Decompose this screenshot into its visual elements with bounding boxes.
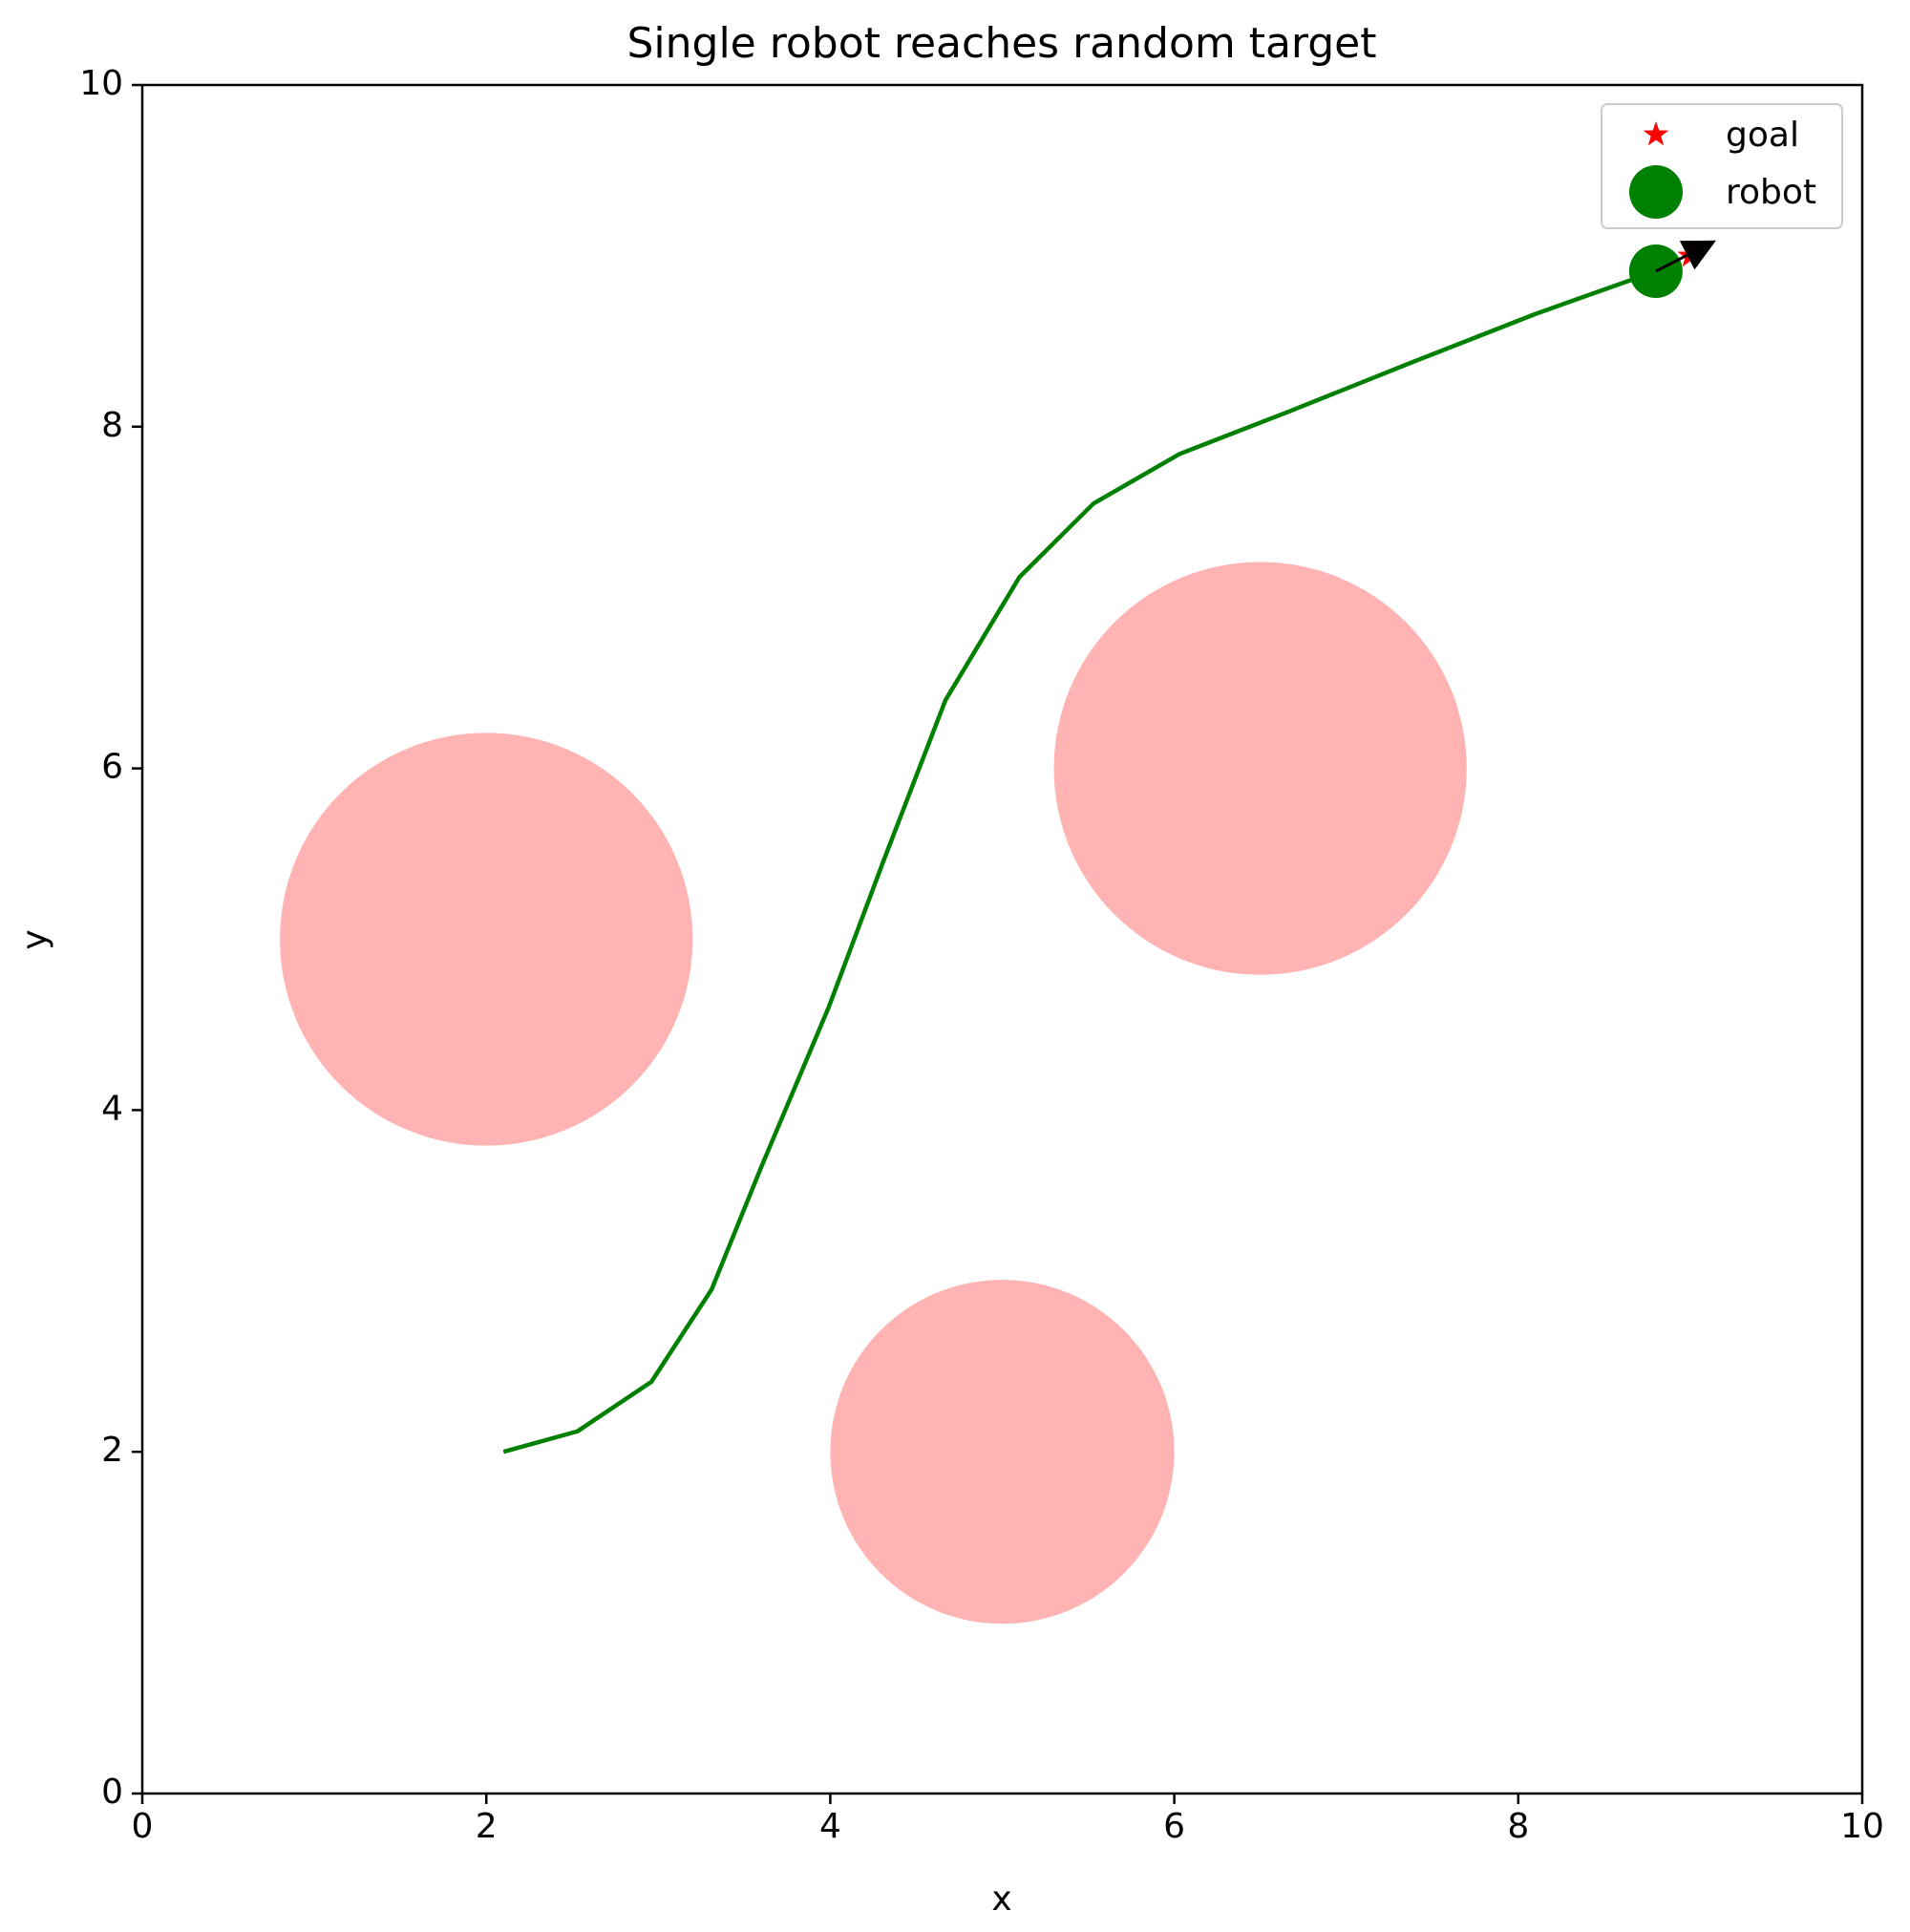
obstacle bbox=[1053, 562, 1467, 975]
y-tick-label: 4 bbox=[101, 1089, 123, 1128]
x-tick-label: 8 bbox=[1507, 1807, 1529, 1846]
obstacle bbox=[280, 732, 693, 1146]
x-tick-label: 10 bbox=[1840, 1807, 1884, 1846]
legend-robot-marker bbox=[1629, 165, 1683, 219]
x-tick-label: 0 bbox=[132, 1807, 154, 1846]
legend-label: robot bbox=[1726, 173, 1816, 212]
y-tick-label: 6 bbox=[101, 748, 123, 787]
x-tick-label: 4 bbox=[819, 1807, 841, 1846]
y-axis-label: y bbox=[15, 929, 54, 949]
legend-goal-marker bbox=[1643, 121, 1669, 146]
heading-arrow bbox=[1655, 253, 1688, 273]
x-axis-label: x bbox=[991, 1879, 1011, 1919]
plot-frame bbox=[140, 83, 1864, 1795]
heading-arrow-head bbox=[1679, 240, 1716, 270]
y-tick-label: 10 bbox=[79, 64, 123, 103]
legend-label: goal bbox=[1726, 116, 1799, 155]
y-tick-label: 8 bbox=[101, 406, 123, 445]
x-tick-label: 6 bbox=[1163, 1807, 1185, 1846]
chart-title: Single robot reaches random target bbox=[626, 19, 1376, 68]
y-tick-label: 0 bbox=[101, 1773, 123, 1812]
obstacle bbox=[830, 1280, 1175, 1624]
legend: goal robot bbox=[1601, 103, 1843, 229]
x-tick-label: 2 bbox=[476, 1807, 498, 1846]
y-tick-label: 2 bbox=[101, 1431, 123, 1470]
trajectory bbox=[502, 268, 1657, 1454]
